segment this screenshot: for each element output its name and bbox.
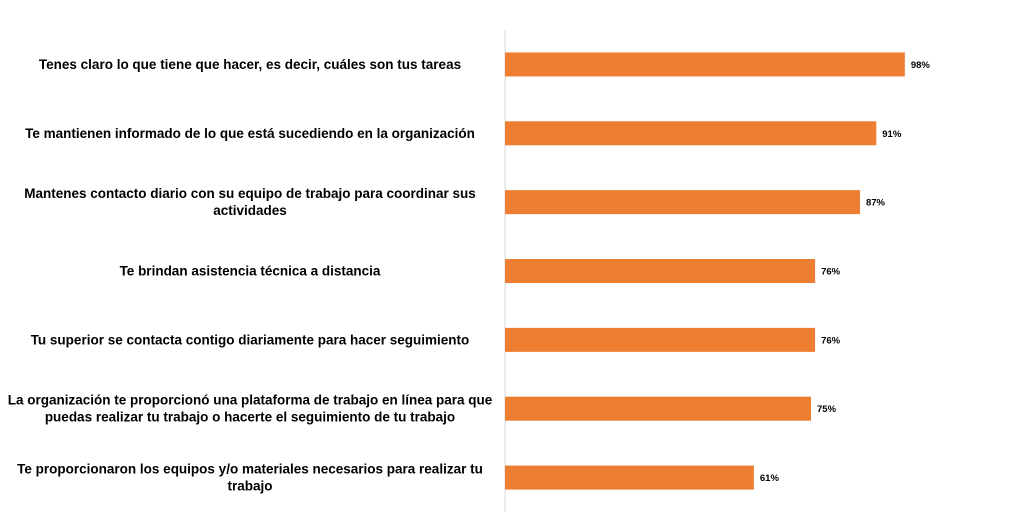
category-label-5-line-1: Tu superior se contacta contigo diariame… — [31, 332, 470, 347]
category-label-7-line-1: Te proporcionaron los equipos y/o materi… — [17, 462, 483, 477]
data-label-5: 76% — [821, 335, 841, 346]
category-label-4-line-1: Te brindan asistencia técnica a distanci… — [120, 264, 381, 279]
bar-5 — [505, 327, 816, 352]
data-labels-group: 98% 91% 87% 76% 76% 75% 61% — [760, 60, 931, 484]
bar-1 — [505, 52, 905, 77]
category-label-1-line-1: Tenes claro lo que tiene que hacer, es d… — [39, 57, 461, 72]
bar-3 — [505, 190, 860, 215]
data-label-1: 98% — [911, 60, 931, 71]
category-label-6: La organización te proporcionó una plata… — [8, 393, 493, 425]
category-label-7: Te proporcionaron los equipos y/o materi… — [17, 462, 483, 494]
bar-4 — [505, 259, 816, 283]
category-label-2: Te mantienen informado de lo que está su… — [25, 126, 475, 141]
data-label-4: 76% — [821, 267, 841, 278]
category-label-1: Tenes claro lo que tiene que hacer, es d… — [39, 57, 461, 72]
bar-6 — [505, 396, 811, 421]
category-label-5: Tu superior se contacta contigo diariame… — [31, 332, 470, 347]
category-label-3: Mantenes contacto diario con su equipo d… — [24, 186, 476, 218]
data-label-3: 87% — [866, 198, 886, 209]
data-label-6: 75% — [817, 404, 837, 415]
data-label-2: 91% — [882, 129, 902, 140]
data-label-7: 61% — [760, 473, 780, 484]
category-labels-group: Tenes claro lo que tiene que hacer, es d… — [8, 57, 493, 494]
category-label-6-line-1: La organización te proporcionó una plata… — [8, 393, 493, 408]
bar-2 — [505, 121, 877, 146]
category-label-6-line-2: puedas realizar tu trabajo o hacerte el … — [45, 410, 455, 425]
category-label-2-line-1: Te mantienen informado de lo que está su… — [25, 126, 475, 141]
category-label-7-line-2: trabajo — [227, 479, 272, 494]
category-label-3-line-2: actividades — [213, 203, 287, 218]
category-label-4: Te brindan asistencia técnica a distanci… — [120, 264, 381, 279]
category-label-3-line-1: Mantenes contacto diario con su equipo d… — [24, 186, 476, 201]
bars-group — [505, 52, 905, 490]
bar-7 — [505, 465, 754, 490]
